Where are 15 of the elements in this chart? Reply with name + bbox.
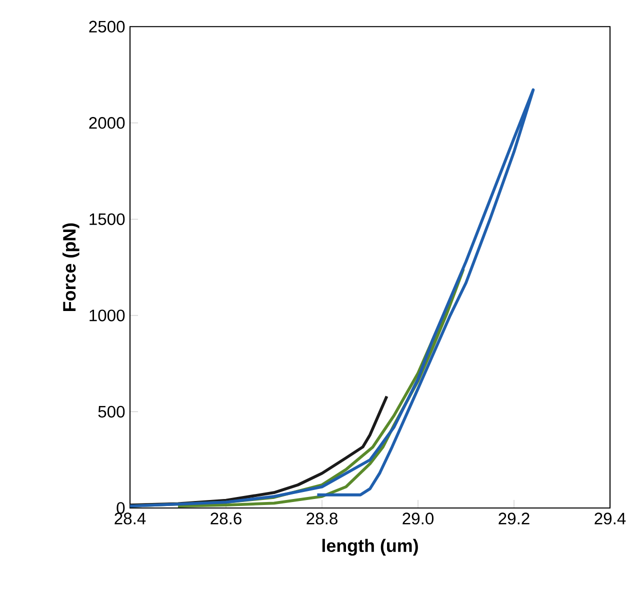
y-tick-label: 1500 — [90, 213, 125, 226]
x-axis-title: length (um) — [322, 538, 418, 556]
x-tick-label: 29.4 — [594, 512, 626, 524]
y-tick-label: 2000 — [89, 117, 125, 129]
y-tick-label: 0 — [116, 502, 125, 514]
y-axis-title: Force (pN) — [62, 223, 80, 311]
y-tick-label: 2500 — [89, 20, 125, 33]
x-tick-label: 29.2 — [498, 512, 530, 524]
x-tick-label: 29.0 — [402, 512, 434, 524]
x-tick-label: 28.8 — [306, 512, 338, 524]
x-tick-label: 28.6 — [210, 512, 242, 524]
line-series — [130, 88, 535, 508]
x-tick-label: 28.4 — [114, 512, 146, 524]
y-tick-label: 1000 — [90, 310, 125, 322]
y-tick-label: 500 — [98, 406, 125, 418]
